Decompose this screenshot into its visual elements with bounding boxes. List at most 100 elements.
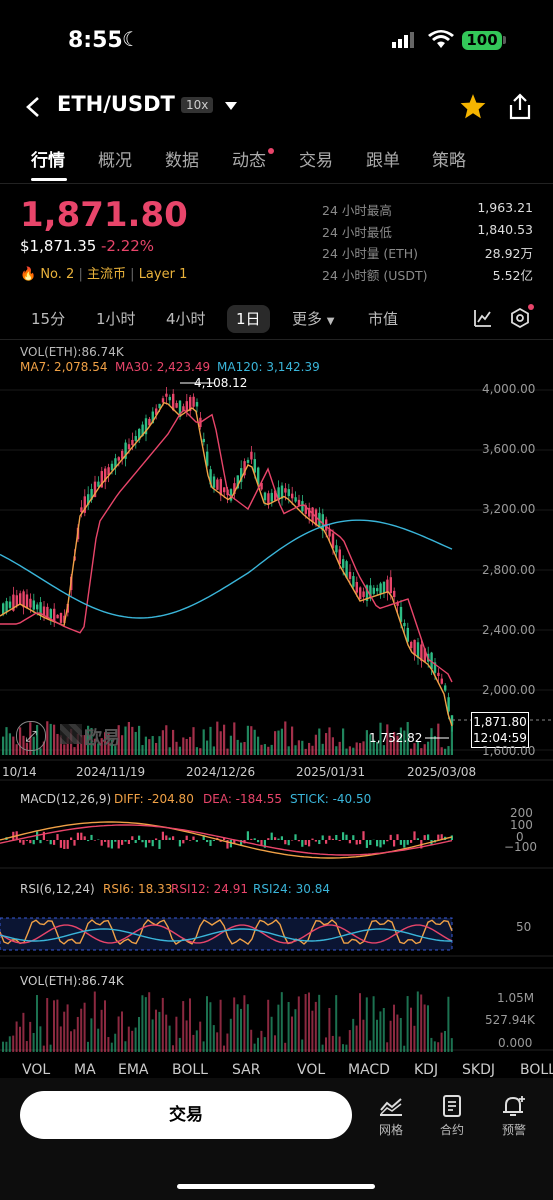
tab-news[interactable]: 动态	[232, 151, 266, 171]
bottom-volume-bar	[280, 992, 283, 1052]
star-icon[interactable]	[459, 93, 487, 120]
candle-body	[175, 403, 178, 408]
candle-body	[100, 471, 103, 488]
volume-bar	[223, 724, 226, 755]
candle-body	[168, 396, 171, 401]
tab-trade[interactable]: 交易	[299, 151, 333, 171]
tf-15m[interactable]: 15分	[31, 310, 66, 328]
macd-bar	[73, 840, 76, 846]
volume-bar	[369, 734, 372, 755]
price-chart[interactable]	[0, 340, 553, 1075]
ind-boll[interactable]: BOLL	[172, 1062, 208, 1078]
share-icon[interactable]	[507, 93, 533, 121]
price-tag[interactable]: 1,871.80 12:04:59	[471, 712, 529, 748]
bottom-volume-bar	[260, 1030, 263, 1052]
settings-icon[interactable]	[510, 308, 530, 328]
bottom-volume-bar	[263, 1037, 266, 1052]
tab-strategy[interactable]: 策略	[432, 151, 466, 171]
tf-1d[interactable]: 1日	[227, 305, 270, 333]
bottom-volume-bar	[236, 1004, 239, 1052]
tf-1h[interactable]: 1小时	[96, 310, 136, 328]
bottom-volume-bar	[131, 1030, 134, 1052]
ind-kdj[interactable]: KDJ	[414, 1062, 439, 1078]
candle-body	[144, 418, 148, 435]
volume-bar	[192, 727, 195, 755]
bottom-volume-bar	[134, 1027, 137, 1052]
volume-bar	[450, 723, 453, 755]
volume-bar	[284, 721, 287, 755]
tab-data[interactable]: 数据	[165, 151, 199, 171]
back-icon[interactable]	[24, 96, 42, 118]
macd-bar	[280, 836, 283, 840]
ind-sar[interactable]: SAR	[232, 1062, 261, 1078]
candle-body	[155, 408, 158, 415]
candle-body	[107, 467, 110, 476]
volume-bar	[427, 741, 430, 755]
ind-vol[interactable]: VOL	[22, 1062, 51, 1078]
macd-stick: STICK: -40.50	[290, 792, 372, 806]
macd-bar	[100, 840, 103, 846]
dropdown-icon[interactable]	[224, 101, 238, 111]
ind-vol2[interactable]: VOL	[297, 1062, 326, 1078]
candle-body	[178, 400, 182, 417]
candle-body	[83, 496, 86, 513]
bottom-volume-bar	[212, 1025, 215, 1052]
macd-bar	[321, 835, 324, 840]
tab-market[interactable]: 行情	[31, 151, 65, 171]
macd-bar	[253, 838, 256, 840]
bottom-volume-bar	[114, 1033, 117, 1052]
macd-bar	[25, 840, 28, 841]
bottom-volume-bar	[195, 1030, 198, 1052]
contract-button[interactable]: 合约	[422, 1094, 482, 1138]
bottom-volume-bar	[321, 1044, 324, 1052]
macd-bar	[338, 840, 341, 841]
candle-body	[182, 406, 185, 411]
ind-ema[interactable]: EMA	[118, 1062, 149, 1078]
tf-4h[interactable]: 4小时	[166, 310, 206, 328]
macd-bar	[90, 834, 93, 840]
macd-bar	[151, 840, 154, 847]
bottom-volume-bar	[342, 1044, 344, 1052]
tf-more[interactable]: 更多 ▼	[292, 305, 335, 336]
tag-line: 🔥 No. 2 | 主流币 | Layer 1	[20, 267, 188, 282]
tab-overview[interactable]: 概况	[98, 151, 132, 171]
volume-bar	[440, 747, 443, 755]
alert-button[interactable]: 预警	[484, 1094, 544, 1138]
bottom-volume-bar	[100, 1009, 103, 1052]
macd-bar	[331, 838, 334, 840]
bottom-volume-bar	[168, 1025, 171, 1052]
candle-body	[437, 672, 440, 676]
ind-boll2[interactable]: BOLL	[520, 1062, 553, 1078]
volume-bar	[216, 721, 219, 755]
rank-badge[interactable]: No. 2	[40, 267, 75, 282]
ind-macd[interactable]: MACD	[348, 1062, 390, 1078]
candle-body	[433, 662, 437, 673]
line-chart-icon[interactable]	[473, 308, 493, 328]
ind-skdj[interactable]: SKDJ	[462, 1062, 495, 1078]
tab-copy[interactable]: 跟单	[366, 151, 400, 171]
expand-icon[interactable]: ⤢	[16, 721, 46, 751]
candle-body	[440, 678, 443, 684]
trade-button[interactable]: 交易	[20, 1091, 352, 1139]
volume-bar	[396, 735, 399, 755]
volume-bar	[274, 731, 277, 755]
volume-bar	[127, 721, 130, 755]
macd-bar	[440, 834, 443, 840]
pair-title[interactable]: ETH/USDT	[57, 92, 175, 116]
volume-bar	[372, 739, 375, 755]
bottom-volume-bar	[308, 992, 310, 1052]
tf-market-cap[interactable]: 市值	[368, 310, 399, 328]
bottom-volume-bar	[433, 1041, 436, 1052]
grid-button[interactable]: 网格	[361, 1094, 421, 1138]
candle-body	[104, 468, 107, 482]
tag-mainstream[interactable]: 主流币	[87, 267, 127, 282]
candle-body	[229, 489, 233, 501]
volume-bar	[294, 745, 297, 755]
bottom-volume-bar	[223, 1045, 225, 1052]
volume-bar	[267, 746, 270, 755]
tag-layer1[interactable]: Layer 1	[138, 267, 188, 282]
macd-bar	[233, 840, 236, 844]
ind-ma[interactable]: MA	[74, 1062, 96, 1078]
bottom-volume-bar	[15, 1021, 18, 1052]
candle-body	[284, 488, 287, 493]
